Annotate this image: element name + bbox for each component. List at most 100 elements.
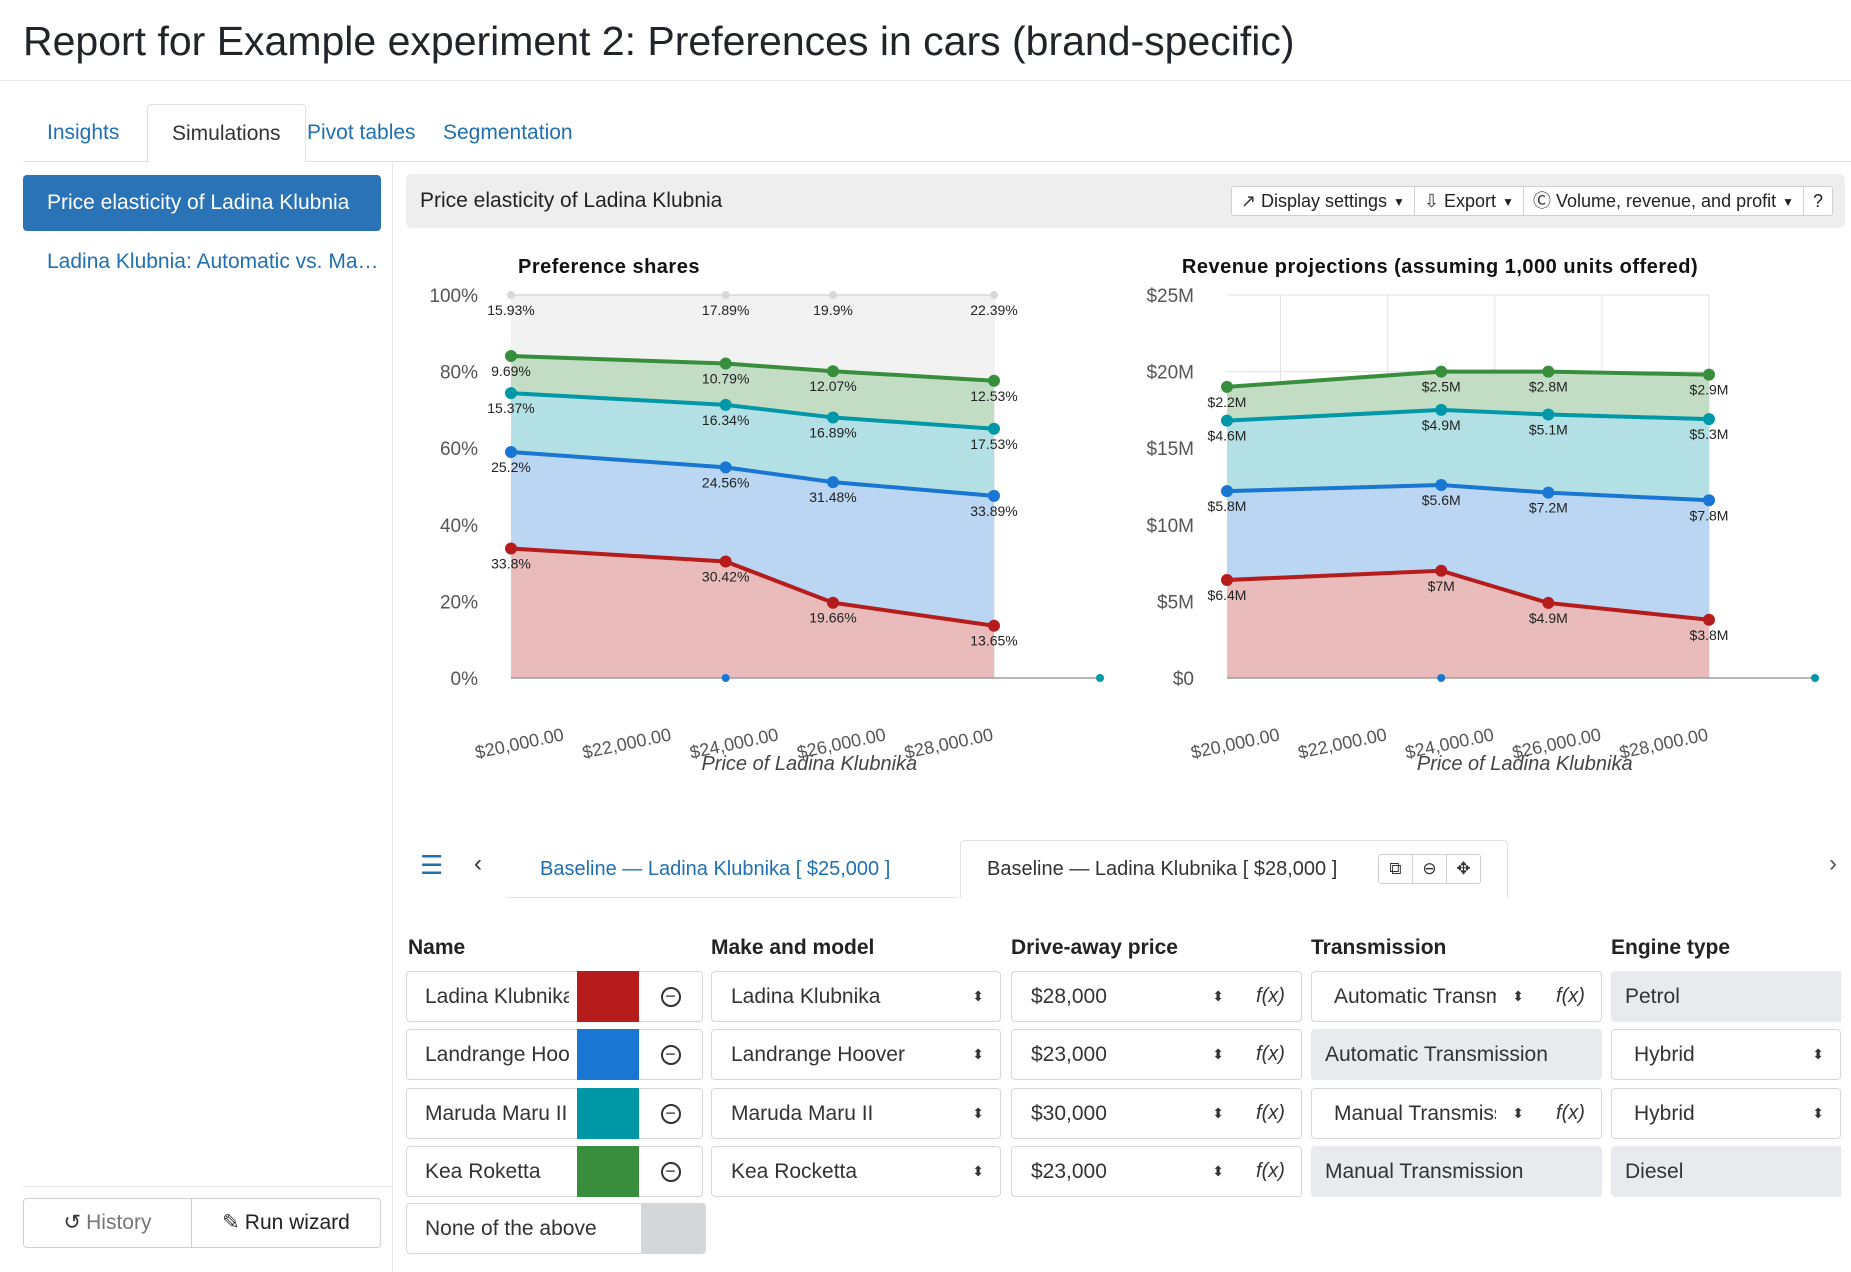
price-formula-button[interactable]: f(x) (1240, 1146, 1302, 1197)
sort-updown-icon: ⬍ (972, 988, 984, 1004)
minus-circle-icon: − (660, 1104, 681, 1124)
wizard-wand-icon: ✎ (222, 1211, 240, 1234)
product-name-input[interactable]: Maruda Maru II (406, 1088, 578, 1139)
export-button[interactable]: ⇩ Export ▼ (1413, 186, 1524, 216)
product-name-input[interactable]: Landrange Hoover (406, 1029, 578, 1080)
minus-circle-icon: − (660, 1162, 681, 1182)
baseline-marker (1437, 674, 1446, 682)
data-point (1435, 478, 1448, 491)
make-model-select[interactable]: Kea Rocketta ⬍ (711, 1146, 1001, 1197)
make-model-value: Maruda Maru II (731, 1102, 874, 1125)
copy-icon[interactable]: ⧉ (1378, 854, 1413, 884)
sort-updown-icon: ⬍ (1512, 1105, 1524, 1121)
remove-circle-icon[interactable]: ⊖ (1412, 854, 1447, 884)
data-label: 19.9% (813, 302, 853, 318)
data-label: 24.56% (702, 474, 749, 490)
transmission-formula-button[interactable]: f(x) (1540, 971, 1602, 1022)
data-point (1703, 413, 1715, 426)
chart-title: Revenue projections (assuming 1,000 unit… (1182, 256, 1698, 278)
data-point (1542, 486, 1555, 499)
price-select[interactable]: $30,000 ⬍ (1011, 1088, 1241, 1139)
transmission-select[interactable]: Manual Transmission ⬍ (1311, 1088, 1541, 1139)
tab-simulations[interactable]: Simulations (147, 104, 306, 163)
help-button[interactable]: ? (1802, 186, 1833, 216)
transmission-value: Automatic Transmission (1334, 985, 1496, 1008)
data-point (988, 374, 1000, 387)
data-point (988, 422, 1000, 435)
line-chart-icon: ↗ (1240, 191, 1256, 211)
remove-product-button[interactable]: − (639, 1029, 703, 1080)
engine-select[interactable]: Hybrid ⬍ (1611, 1029, 1841, 1080)
sort-updown-icon: ⬍ (972, 1163, 984, 1179)
product-name-input[interactable]: Kea Roketta (406, 1146, 578, 1197)
tab-segmentation[interactable]: Segmentation (443, 121, 573, 144)
move-icon[interactable]: ✥ (1446, 854, 1481, 884)
price-formula-button[interactable]: f(x) (1240, 1029, 1302, 1080)
metric-select-button[interactable]: Ⓒ Volume, revenue, and profit ▼ (1522, 186, 1804, 216)
y-tick-label: 60% (440, 439, 478, 460)
sort-updown-icon: ⬍ (1212, 1046, 1224, 1062)
scenario-tab-actions: ⧉ ⊖ ✥ (1378, 854, 1481, 884)
sidebar-item-price-elasticity[interactable]: Price elasticity of Ladina Klubnia (23, 175, 381, 231)
revenue-projections-chart: Revenue projections (assuming 1,000 unit… (1146, 256, 1819, 775)
remove-product-button[interactable]: − (639, 1146, 703, 1197)
engine-select[interactable]: Hybrid ⬍ (1611, 1088, 1841, 1139)
make-model-select[interactable]: Ladina Klubnika ⬍ (711, 971, 1001, 1022)
y-tick-label: 40% (440, 516, 478, 537)
make-model-select[interactable]: Landrange Hoover ⬍ (711, 1029, 1001, 1080)
history-button[interactable]: ↺ History (23, 1198, 192, 1248)
price-formula-button[interactable]: f(x) (1240, 971, 1302, 1022)
price-select[interactable]: $28,000 ⬍ (1011, 971, 1241, 1022)
transmission-value: Automatic Transmission (1325, 1043, 1548, 1066)
transmission-formula-button[interactable]: f(x) (1540, 1088, 1602, 1139)
chevron-right-icon[interactable]: › (1829, 850, 1837, 877)
sidebar-item-automatic-vs-manual[interactable]: Ladina Klubnia: Automatic vs. Manual (47, 250, 381, 273)
data-label: 12.07% (809, 378, 856, 394)
data-point (1703, 613, 1715, 626)
area-band (511, 452, 994, 626)
product-color-swatch[interactable] (577, 1029, 639, 1080)
sort-updown-icon: ⬍ (1812, 1046, 1824, 1062)
run-wizard-button[interactable]: ✎ Run wizard (191, 1198, 381, 1248)
data-point (719, 357, 732, 370)
price-formula-button[interactable]: f(x) (1240, 1088, 1302, 1139)
data-label: 12.53% (970, 388, 1017, 404)
scenario-tab-baseline-25000[interactable]: Baseline — Ladina Klubnika [ $25,000 ] (506, 842, 958, 898)
scenario-tab-baseline-28000[interactable]: Baseline — Ladina Klubnika [ $28,000 ] ⧉… (960, 840, 1508, 898)
x-tick-label: $22,000.00 (1296, 724, 1388, 762)
data-point (1542, 365, 1555, 378)
data-label: $4.6M (1208, 428, 1247, 444)
data-label: $4.9M (1422, 417, 1461, 433)
make-model-value: Kea Rocketta (731, 1160, 858, 1183)
engine-fixed: Petrol (1611, 971, 1841, 1022)
transmission-fixed: Manual Transmission (1311, 1146, 1602, 1197)
y-tick-label: 0% (451, 669, 479, 690)
price-select[interactable]: $23,000 ⬍ (1011, 1029, 1241, 1080)
sort-updown-icon: ⬍ (1212, 1105, 1224, 1121)
y-tick-label: $10M (1146, 516, 1194, 537)
display-settings-button[interactable]: ↗ Display settings ▼ (1230, 186, 1415, 216)
dollar-circle-icon: Ⓒ (1532, 191, 1551, 211)
data-point (829, 291, 837, 299)
make-model-select[interactable]: Maruda Maru II ⬍ (711, 1088, 1001, 1139)
area-band (1227, 484, 1709, 620)
product-color-swatch[interactable] (577, 971, 639, 1022)
tab-insights[interactable]: Insights (47, 121, 120, 144)
product-name-input[interactable]: Ladina Klubnika (406, 971, 578, 1022)
price-select[interactable]: $23,000 ⬍ (1011, 1146, 1241, 1197)
product-color-swatch[interactable] (577, 1088, 639, 1139)
sort-updown-icon: ⬍ (972, 1046, 984, 1062)
engine-value: Hybrid (1634, 1043, 1695, 1066)
minus-circle-icon: − (660, 987, 681, 1007)
data-label: 15.93% (487, 302, 534, 318)
transmission-select[interactable]: Automatic Transmission ⬍ (1311, 971, 1541, 1022)
hamburger-menu-icon[interactable]: ☰ (420, 850, 444, 880)
price-value: $23,000 (1031, 1043, 1107, 1066)
chevron-left-icon[interactable]: ‹ (474, 850, 482, 877)
data-point (505, 446, 517, 459)
tab-pivot-tables[interactable]: Pivot tables (307, 121, 416, 144)
remove-product-button[interactable]: − (639, 971, 703, 1022)
remove-product-button[interactable]: − (639, 1088, 703, 1139)
product-color-swatch[interactable] (577, 1146, 639, 1197)
data-label: $5.6M (1422, 492, 1461, 508)
